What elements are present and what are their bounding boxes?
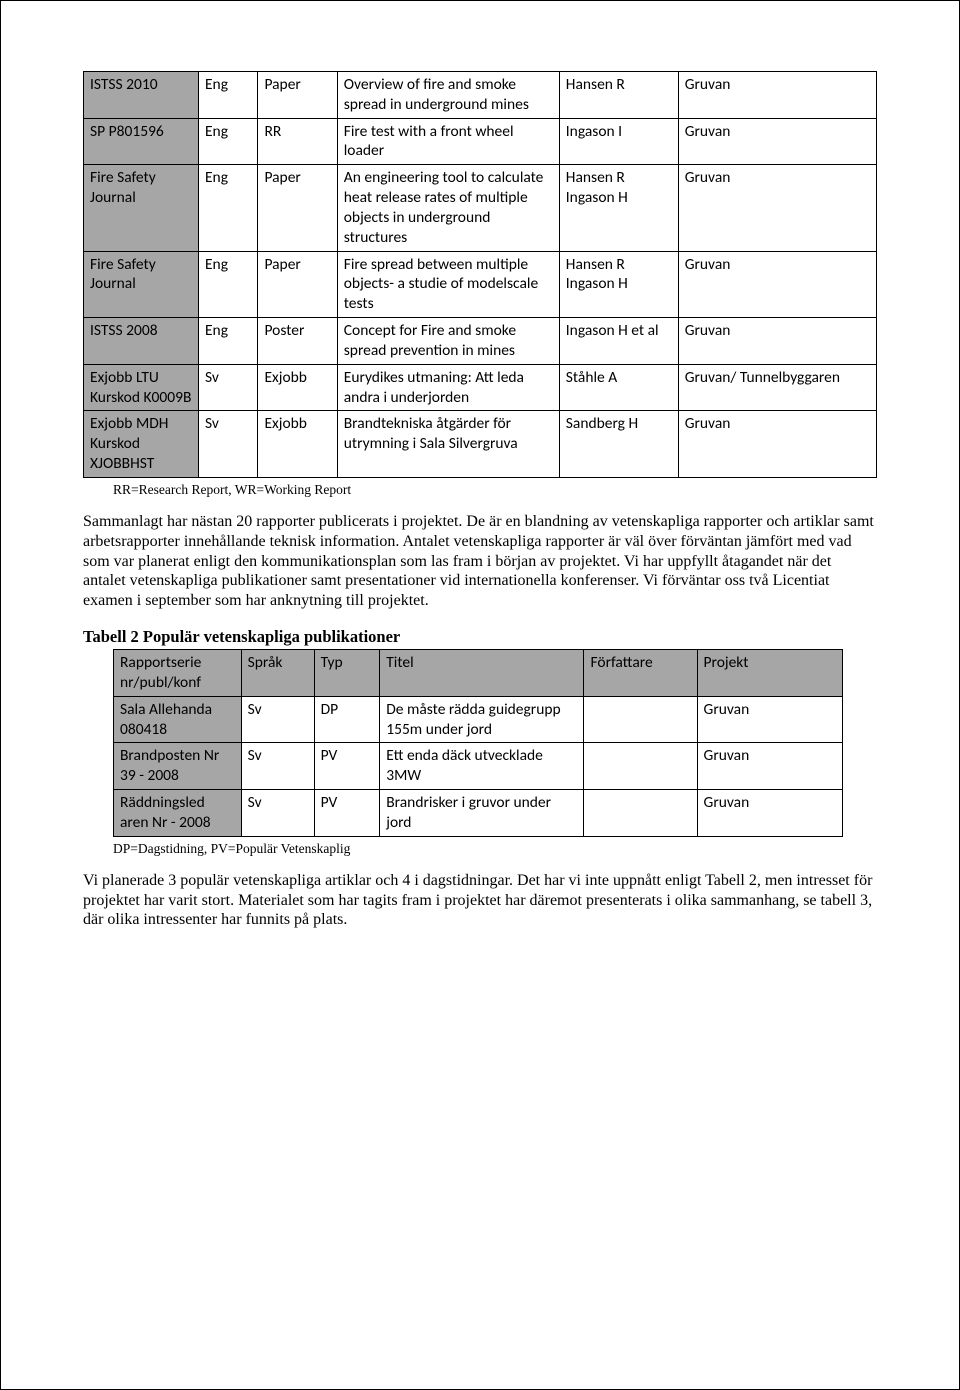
table-cell: Paper — [258, 251, 337, 317]
table-cell: Gruvan — [697, 696, 843, 743]
table-cell: Fire Safety Journal — [84, 165, 199, 251]
table-cell: Sv — [198, 411, 257, 477]
table-cell: Sala Allehanda 080418 — [114, 696, 242, 743]
table-cell: Gruvan — [678, 72, 876, 119]
table-cell: Gruvan — [678, 318, 876, 365]
table-header-cell: Författare — [584, 650, 697, 697]
table2-body: Sala Allehanda 080418SvDPDe måste rädda … — [114, 696, 843, 836]
table-row: Exjobb MDH Kurskod XJOBBHSTSvExjobbBrand… — [84, 411, 877, 477]
table-cell: Fire spread between multiple objects- a … — [337, 251, 559, 317]
table-cell: De måste rädda guidegrupp 155m under jor… — [380, 696, 584, 743]
table-cell: ISTSS 2010 — [84, 72, 199, 119]
document-page: ISTSS 2010EngPaperOverview of fire and s… — [0, 0, 960, 1390]
table-cell: PV — [314, 743, 380, 790]
table-cell: Exjobb LTU Kurskod K0009B — [84, 364, 199, 411]
table-cell: Hansen R Ingason H — [559, 165, 678, 251]
table-cell: Gruvan/ Tunnelbyggaren — [678, 364, 876, 411]
table-cell: An engineering tool to calculate heat re… — [337, 165, 559, 251]
table-cell: Fire Safety Journal — [84, 251, 199, 317]
table-cell: Sv — [241, 696, 314, 743]
table-cell: Ett enda däck utvecklade 3MW — [380, 743, 584, 790]
table-cell — [584, 790, 697, 837]
table-cell: Eng — [198, 118, 257, 165]
table-cell: Concept for Fire and smoke spread preven… — [337, 318, 559, 365]
table-cell — [584, 696, 697, 743]
table-cell: Eng — [198, 165, 257, 251]
table-cell: Fire test with a front wheel loader — [337, 118, 559, 165]
table-cell — [584, 743, 697, 790]
table-cell: Gruvan — [697, 743, 843, 790]
table-row: Brandposten Nr 39 - 2008SvPVEtt enda däc… — [114, 743, 843, 790]
table-cell: SP P801596 — [84, 118, 199, 165]
table-header-cell: Typ — [314, 650, 380, 697]
table-cell: PV — [314, 790, 380, 837]
table-cell: Brandposten Nr 39 - 2008 — [114, 743, 242, 790]
table-cell: Eng — [198, 318, 257, 365]
table-cell: RR — [258, 118, 337, 165]
table-cell: Gruvan — [697, 790, 843, 837]
table-cell: Brandtekniska åtgärder för utrymning i S… — [337, 411, 559, 477]
table-cell: Hansen R Ingason H — [559, 251, 678, 317]
table-cell: Ingason I — [559, 118, 678, 165]
table-cell: Overview of fire and smoke spread in und… — [337, 72, 559, 119]
table-header-cell: Projekt — [697, 650, 843, 697]
table-row: ISTSS 2008EngPosterConcept for Fire and … — [84, 318, 877, 365]
table-cell: Sv — [241, 743, 314, 790]
table2-header-row: Rapportserie nr/publ/konfSpråkTypTitelFö… — [114, 650, 843, 697]
table2-caption: Tabell 2 Populär vetenskapliga publikati… — [83, 627, 877, 647]
table-row: ISTSS 2010EngPaperOverview of fire and s… — [84, 72, 877, 119]
table-cell: Exjobb MDH Kurskod XJOBBHST — [84, 411, 199, 477]
table-cell: Eng — [198, 251, 257, 317]
table-header-cell: Språk — [241, 650, 314, 697]
table-cell: Gruvan — [678, 251, 876, 317]
table-cell: Ståhle A — [559, 364, 678, 411]
paragraph-2: Vi planerade 3 populär vetenskapliga art… — [83, 871, 877, 930]
table-row: Exjobb LTU Kurskod K0009BSvExjobbEurydik… — [84, 364, 877, 411]
table-row: SP P801596EngRRFire test with a front wh… — [84, 118, 877, 165]
table-cell: Gruvan — [678, 411, 876, 477]
table-cell: Sv — [241, 790, 314, 837]
publications-table-1: ISTSS 2010EngPaperOverview of fire and s… — [83, 71, 877, 478]
table-cell: ISTSS 2008 — [84, 318, 199, 365]
table-row: Fire Safety JournalEngPaperAn engineerin… — [84, 165, 877, 251]
table-row: Räddningsled aren Nr - 2008SvPVBrandrisk… — [114, 790, 843, 837]
table-cell: Eng — [198, 72, 257, 119]
table-cell: Brandrisker i gruvor under jord — [380, 790, 584, 837]
table-cell: Gruvan — [678, 118, 876, 165]
table-cell: Exjobb — [258, 364, 337, 411]
table1-body: ISTSS 2010EngPaperOverview of fire and s… — [84, 72, 877, 478]
table-cell: Paper — [258, 165, 337, 251]
table-cell: Poster — [258, 318, 337, 365]
table-header-cell: Rapportserie nr/publ/konf — [114, 650, 242, 697]
table-cell: Sandberg H — [559, 411, 678, 477]
table-cell: DP — [314, 696, 380, 743]
table-cell: Eurydikes utmaning: Att leda andra i und… — [337, 364, 559, 411]
table-cell: Ingason H et al — [559, 318, 678, 365]
table-cell: Gruvan — [678, 165, 876, 251]
paragraph-1: Sammanlagt har nästan 20 rapporter publi… — [83, 512, 877, 611]
table-row: Sala Allehanda 080418SvDPDe måste rädda … — [114, 696, 843, 743]
table2-footnote: DP=Dagstidning, PV=Populär Vetenskaplig — [113, 841, 877, 857]
table-cell: Sv — [198, 364, 257, 411]
table-cell: Paper — [258, 72, 337, 119]
table-cell: Exjobb — [258, 411, 337, 477]
table-header-cell: Titel — [380, 650, 584, 697]
table-cell: Räddningsled aren Nr - 2008 — [114, 790, 242, 837]
table1-footnote: RR=Research Report, WR=Working Report — [113, 482, 877, 498]
publications-table-2: Rapportserie nr/publ/konfSpråkTypTitelFö… — [113, 649, 843, 837]
table-cell: Hansen R — [559, 72, 678, 119]
table-row: Fire Safety JournalEngPaperFire spread b… — [84, 251, 877, 317]
